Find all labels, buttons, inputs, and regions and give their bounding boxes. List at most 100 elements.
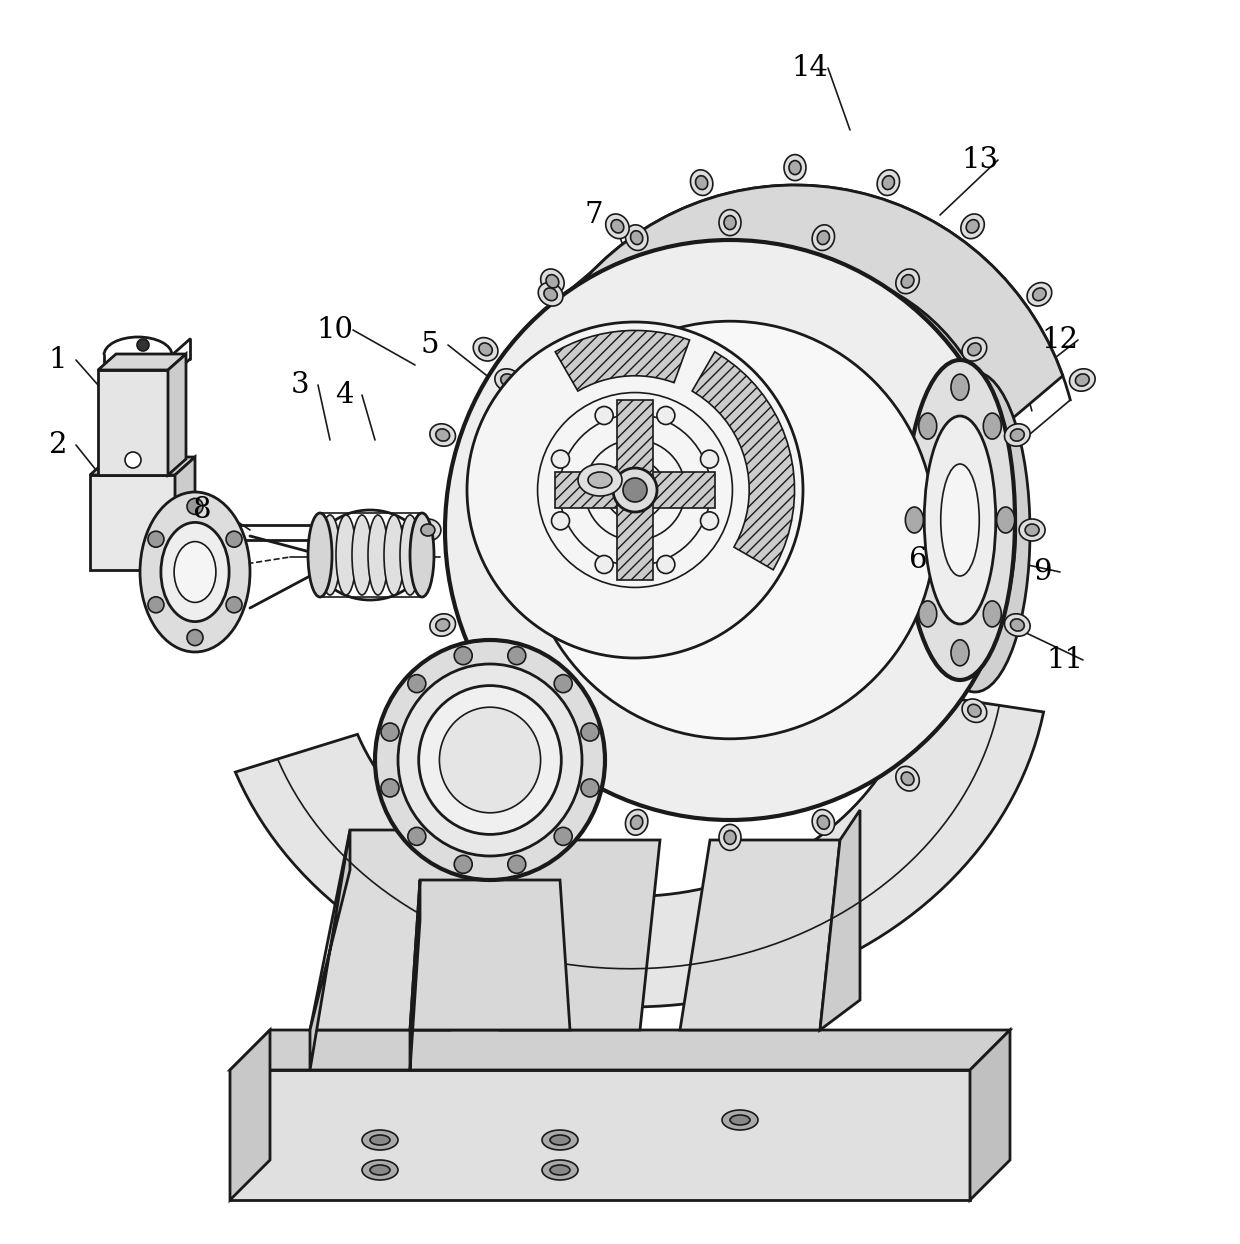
Polygon shape	[556, 471, 715, 508]
Ellipse shape	[1011, 429, 1024, 442]
Circle shape	[148, 531, 164, 547]
Text: 5: 5	[420, 331, 439, 360]
Text: 8: 8	[192, 496, 211, 524]
Circle shape	[408, 674, 425, 693]
Polygon shape	[91, 475, 175, 570]
Circle shape	[148, 597, 164, 613]
Circle shape	[554, 827, 572, 846]
Ellipse shape	[374, 639, 605, 880]
Ellipse shape	[962, 337, 987, 361]
Ellipse shape	[962, 699, 987, 723]
Ellipse shape	[1025, 524, 1039, 536]
Ellipse shape	[410, 513, 434, 597]
Ellipse shape	[719, 209, 742, 235]
Ellipse shape	[415, 519, 441, 541]
Polygon shape	[410, 880, 570, 1030]
Ellipse shape	[919, 601, 936, 627]
Text: 6: 6	[909, 546, 928, 573]
Polygon shape	[175, 457, 195, 570]
Ellipse shape	[1011, 618, 1024, 631]
Ellipse shape	[435, 429, 450, 442]
Circle shape	[595, 407, 613, 424]
Ellipse shape	[352, 515, 372, 595]
Ellipse shape	[546, 773, 559, 785]
Polygon shape	[970, 1030, 1011, 1200]
Polygon shape	[229, 1070, 970, 1200]
Ellipse shape	[966, 220, 978, 233]
Text: 2: 2	[48, 430, 67, 459]
Circle shape	[454, 647, 472, 664]
Polygon shape	[91, 457, 195, 475]
Ellipse shape	[951, 639, 968, 666]
Ellipse shape	[479, 704, 492, 717]
Ellipse shape	[308, 513, 332, 597]
Ellipse shape	[789, 160, 801, 174]
Ellipse shape	[430, 613, 455, 636]
Ellipse shape	[730, 1115, 750, 1125]
Circle shape	[582, 723, 599, 741]
Ellipse shape	[724, 831, 737, 845]
Polygon shape	[167, 355, 186, 475]
Ellipse shape	[1019, 519, 1045, 541]
Ellipse shape	[997, 508, 1014, 532]
Circle shape	[595, 556, 613, 573]
Ellipse shape	[895, 766, 919, 791]
Circle shape	[554, 674, 572, 693]
Circle shape	[467, 322, 804, 658]
Ellipse shape	[1033, 287, 1047, 301]
Circle shape	[657, 407, 675, 424]
Ellipse shape	[1004, 424, 1030, 447]
Circle shape	[582, 779, 599, 797]
Circle shape	[613, 468, 657, 513]
Ellipse shape	[370, 1164, 391, 1176]
Circle shape	[552, 450, 569, 468]
Ellipse shape	[384, 515, 404, 595]
Ellipse shape	[551, 1164, 570, 1176]
Ellipse shape	[1075, 374, 1089, 386]
Ellipse shape	[525, 321, 935, 739]
Ellipse shape	[541, 269, 564, 294]
Ellipse shape	[546, 275, 559, 287]
Circle shape	[125, 452, 141, 468]
Text: 13: 13	[961, 146, 998, 174]
Polygon shape	[455, 185, 1063, 455]
Circle shape	[226, 531, 242, 547]
Ellipse shape	[588, 471, 613, 488]
Ellipse shape	[551, 1135, 570, 1144]
Ellipse shape	[722, 1110, 758, 1130]
Ellipse shape	[625, 225, 647, 250]
Ellipse shape	[924, 415, 996, 624]
Ellipse shape	[541, 766, 564, 791]
Ellipse shape	[691, 170, 713, 195]
Ellipse shape	[905, 508, 924, 532]
Ellipse shape	[983, 601, 1001, 627]
Ellipse shape	[435, 618, 450, 631]
Polygon shape	[310, 830, 350, 1070]
Polygon shape	[820, 810, 861, 1030]
Text: 14: 14	[791, 53, 828, 82]
Ellipse shape	[479, 343, 492, 356]
Circle shape	[187, 499, 203, 515]
Ellipse shape	[362, 1130, 398, 1149]
Text: 10: 10	[316, 316, 353, 345]
Ellipse shape	[430, 424, 455, 447]
Ellipse shape	[605, 214, 629, 239]
Text: 7: 7	[585, 202, 604, 229]
Ellipse shape	[420, 524, 435, 536]
Ellipse shape	[419, 685, 562, 835]
Polygon shape	[229, 1030, 1011, 1070]
Polygon shape	[236, 693, 1044, 1006]
Ellipse shape	[812, 225, 835, 250]
Ellipse shape	[901, 275, 914, 287]
Ellipse shape	[696, 175, 708, 189]
Ellipse shape	[1027, 282, 1052, 306]
Circle shape	[622, 478, 647, 503]
Polygon shape	[98, 355, 186, 369]
Circle shape	[701, 511, 718, 530]
Circle shape	[226, 597, 242, 613]
Polygon shape	[692, 352, 795, 570]
Text: 9: 9	[1033, 559, 1052, 586]
Ellipse shape	[161, 522, 229, 622]
Ellipse shape	[544, 287, 557, 301]
Polygon shape	[229, 1030, 270, 1200]
